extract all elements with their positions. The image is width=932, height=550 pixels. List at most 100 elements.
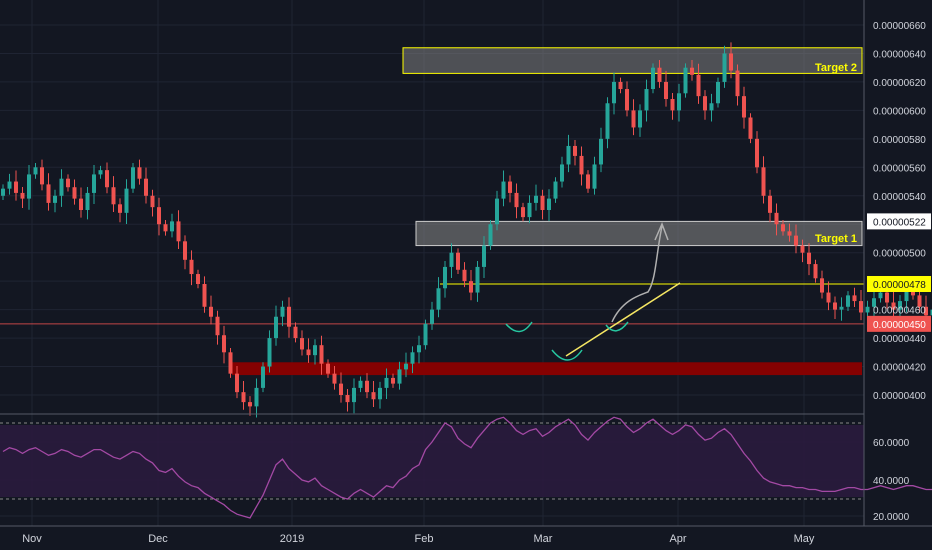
candle-body xyxy=(904,289,909,302)
candle-body xyxy=(488,224,493,246)
candle-body xyxy=(930,309,932,316)
candle-body xyxy=(475,266,480,293)
time-tick-label: May xyxy=(794,533,815,545)
candle-body xyxy=(670,99,675,111)
candle-body xyxy=(436,288,441,310)
time-tick-label: Dec xyxy=(148,533,168,545)
projection-path xyxy=(611,225,663,323)
candle-body xyxy=(274,316,278,339)
candle-body xyxy=(800,245,805,253)
candle-body xyxy=(79,198,83,210)
price-tag xyxy=(867,213,931,230)
candle-body xyxy=(527,202,532,218)
candle-body xyxy=(183,241,187,260)
candle-body xyxy=(560,164,564,182)
price-tick-label: 0.00000420 xyxy=(873,363,926,374)
candle-body xyxy=(105,170,109,188)
candle-body xyxy=(248,402,252,407)
candle-body xyxy=(768,195,772,213)
candle-body xyxy=(664,81,668,99)
candle-body xyxy=(202,284,207,307)
candle-body xyxy=(709,103,714,111)
candle-body xyxy=(592,164,597,189)
drawings xyxy=(505,222,681,361)
price-tick-label: 0.00000640 xyxy=(873,49,926,60)
candle-body xyxy=(638,110,642,128)
rsi-tick-label: 20.0000 xyxy=(873,512,910,523)
rsi-tick-label: 60.0000 xyxy=(873,438,910,449)
candle-body xyxy=(163,224,168,232)
candle-body xyxy=(690,67,694,75)
candle-body xyxy=(612,81,616,104)
candle-body xyxy=(761,167,766,196)
price-tags: 0.00000522 0.00000478 0.00000450 xyxy=(867,213,931,332)
candle-body xyxy=(1,188,5,196)
candle-body xyxy=(820,278,824,293)
candle-body xyxy=(267,338,272,367)
candle-body xyxy=(417,345,421,353)
time-tick-label: Apr xyxy=(669,533,686,545)
price-tick-label: 0.00000540 xyxy=(873,192,926,203)
candle-body xyxy=(865,306,870,313)
target1-label: Target 1 xyxy=(815,233,857,245)
candle-body xyxy=(683,67,688,94)
candle-body xyxy=(215,316,220,336)
price-tick-label: 0.00000620 xyxy=(873,78,926,89)
candle-body xyxy=(618,81,623,90)
support-zone xyxy=(232,362,862,376)
candle-body xyxy=(280,306,285,317)
candle-body xyxy=(313,345,317,356)
candle-body xyxy=(495,198,499,225)
price-tag-label: 0.00000522 xyxy=(873,217,926,228)
candle-body xyxy=(131,167,135,189)
candle-body xyxy=(384,377,389,388)
candle-body xyxy=(326,363,330,374)
candle-body xyxy=(7,181,12,189)
projection-arrowhead xyxy=(654,222,669,241)
candle-body xyxy=(46,184,51,203)
price-tag xyxy=(867,276,931,292)
candle-body xyxy=(261,366,265,388)
candle-body xyxy=(404,363,408,370)
candle-body xyxy=(729,53,733,71)
candle-body xyxy=(371,392,376,400)
candle-body xyxy=(716,81,720,104)
candle-body xyxy=(306,349,311,356)
candle-body xyxy=(573,145,577,156)
candle-body xyxy=(293,326,298,339)
cup-arc xyxy=(605,321,629,332)
time-tick-label: 2019 xyxy=(280,533,304,545)
candle-body xyxy=(534,195,538,203)
candle-body xyxy=(209,306,213,317)
candle-body xyxy=(651,67,655,90)
candle-body xyxy=(579,155,584,175)
candle-body xyxy=(586,174,590,189)
candle-body xyxy=(137,167,142,179)
candle-body xyxy=(196,274,200,284)
candle-body xyxy=(813,264,818,279)
candle-body xyxy=(839,306,844,310)
candle-body xyxy=(98,170,103,175)
candle-body xyxy=(287,306,291,327)
candle-body xyxy=(482,245,486,267)
candle-body xyxy=(157,207,161,225)
candle-body xyxy=(852,295,857,302)
candle-body xyxy=(696,74,701,97)
price-tick-label: 0.00000580 xyxy=(873,135,926,146)
candle-body xyxy=(423,323,428,346)
candle-body xyxy=(358,380,363,388)
candle-body xyxy=(345,395,350,403)
time-tick-label: Nov xyxy=(22,533,42,545)
rsi-line xyxy=(2,416,932,519)
candle-body xyxy=(40,167,44,185)
candle-body xyxy=(514,192,519,208)
candle-body xyxy=(807,252,811,265)
candle-body xyxy=(228,352,233,374)
candle-body xyxy=(898,301,902,310)
candle-body xyxy=(540,195,545,210)
candle-body xyxy=(501,181,506,199)
price-tick-label: 0.00000440 xyxy=(873,334,926,345)
candle-body xyxy=(599,138,603,165)
time-tick-label: Mar xyxy=(534,533,553,545)
candle-body xyxy=(443,266,447,289)
